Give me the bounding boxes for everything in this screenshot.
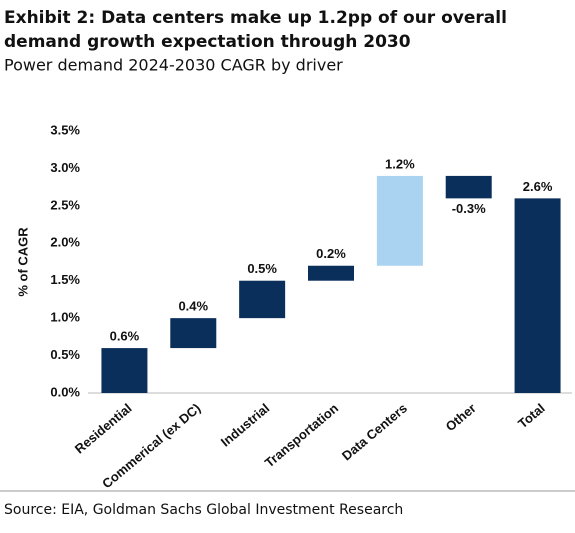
x-tick-label: Residential bbox=[72, 400, 135, 456]
x-tick-label: Total bbox=[515, 400, 548, 431]
y-tick-label: 0.5% bbox=[50, 347, 80, 362]
value-label: 0.5% bbox=[247, 261, 277, 276]
bar bbox=[514, 198, 561, 393]
value-label: 0.4% bbox=[178, 299, 208, 314]
x-tick-label: Transportation bbox=[262, 400, 341, 470]
y-tick-label: 3.5% bbox=[50, 122, 80, 137]
bar bbox=[170, 318, 217, 349]
bar bbox=[101, 348, 148, 393]
value-label: 0.6% bbox=[110, 329, 140, 344]
y-tick-label: 2.5% bbox=[50, 197, 80, 212]
chart-title: Exhibit 2: Data centers make up 1.2pp of… bbox=[4, 8, 513, 52]
y-tick-label: 1.0% bbox=[50, 310, 80, 325]
y-tick-label: 0.0% bbox=[50, 384, 80, 399]
x-tick-label: Data Centers bbox=[339, 400, 410, 463]
bar bbox=[445, 175, 492, 199]
x-tick-label: Industrial bbox=[218, 400, 272, 449]
y-tick-label: 3.0% bbox=[50, 160, 80, 175]
bar bbox=[308, 265, 354, 281]
bar bbox=[239, 280, 286, 319]
chart-subtitle: Power demand 2024-2030 CAGR by driver bbox=[4, 56, 343, 75]
y-tick-label: 2.0% bbox=[50, 235, 80, 250]
source: Source: EIA, Goldman Sachs Global Invest… bbox=[4, 502, 403, 518]
value-label: 0.2% bbox=[316, 246, 346, 261]
x-tick-label: Other bbox=[443, 400, 479, 434]
value-label: 2.6% bbox=[523, 179, 553, 194]
bar bbox=[376, 175, 423, 266]
value-label: 1.2% bbox=[385, 156, 415, 171]
y-axis-title: % of CAGR bbox=[15, 227, 30, 297]
y-tick-label: 1.5% bbox=[50, 272, 80, 287]
value-label: -0.3% bbox=[452, 201, 486, 216]
